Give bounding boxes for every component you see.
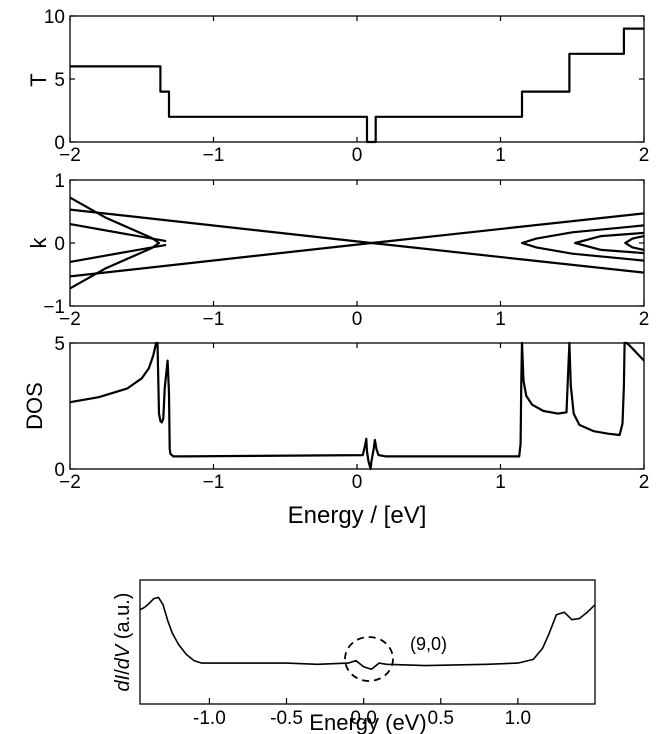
x-tick-label: 0 xyxy=(352,472,363,493)
series-line-k-5 xyxy=(520,224,645,262)
x-tick-label: 1 xyxy=(495,472,506,493)
x-tick-label: 1.0 xyxy=(505,708,531,729)
panel-transmission: −2 −1 0 1 2 0 5 10 T xyxy=(26,7,649,166)
series-line-k-4 xyxy=(69,196,161,290)
x-tick-label: 0 xyxy=(352,309,363,330)
x-tick-label: 0.0 xyxy=(350,708,376,729)
axes-frame-t xyxy=(69,15,645,143)
y-tick-label: 5 xyxy=(54,70,65,91)
xlabel-dos: Energy / [eV] xyxy=(288,502,427,529)
annotation-label: (9,0) xyxy=(410,634,447,654)
series-line-k-7 xyxy=(624,235,645,251)
x-tick-label: 2 xyxy=(639,309,650,330)
x-tick-label: −2 xyxy=(59,472,81,493)
y-tick-label: 0 xyxy=(54,234,65,255)
annotation-circle xyxy=(344,636,394,682)
y-tick-label: 10 xyxy=(44,7,65,28)
x-tick-label: -0.5 xyxy=(270,708,303,729)
series-line-k-0 xyxy=(69,208,645,245)
ylabel-t: T xyxy=(26,73,51,86)
y-tick-label: −1 xyxy=(43,297,65,318)
x-tick-label: 0.5 xyxy=(428,708,454,729)
x-tick-label: 0 xyxy=(352,145,363,166)
series-line-k-1 xyxy=(69,241,645,278)
x-tick-label: −1 xyxy=(203,472,225,493)
y-tick-label: 0 xyxy=(54,460,65,481)
x-tick-label: −2 xyxy=(59,145,81,166)
series-line-k-6 xyxy=(574,231,645,255)
panel-band: −2 −1 0 1 2−101 k xyxy=(26,171,649,330)
y-tick-label: 1 xyxy=(54,171,65,192)
axes-frame-didv xyxy=(139,579,596,705)
y-tick-label: 5 xyxy=(54,334,65,355)
x-tick-label: −2 xyxy=(59,309,81,330)
x-tick-label: 2 xyxy=(639,472,650,493)
xlabel-didv: Energy (eV) xyxy=(309,710,426,734)
series-line-didv xyxy=(139,596,596,671)
x-tick-label: 1 xyxy=(495,145,506,166)
panel-dos: −2 −1 0 1 2 0 5 DOS Energy / [eV] xyxy=(22,334,649,529)
panel-didv: (9,0) -1.0 -0.5 0.0 0.5 1.0 dI/dV (a.u.) Ene… xyxy=(112,579,596,734)
ylabel-k: k xyxy=(26,237,51,249)
x-tick-label: -1.0 xyxy=(193,708,226,729)
ylabel-dos: DOS xyxy=(22,382,47,430)
series-line-t xyxy=(70,27,644,144)
axes-frame-k xyxy=(69,179,645,307)
x-tick-label: −1 xyxy=(203,309,225,330)
series-line-dos xyxy=(69,341,645,471)
x-tick-label: 1 xyxy=(495,309,506,330)
ylabel-didv: dI/dV (a.u.) xyxy=(112,593,134,692)
x-tick-label: 2 xyxy=(639,145,650,166)
axes-frame-dos xyxy=(69,342,645,470)
y-tick-label: 0 xyxy=(54,133,65,154)
x-tick-label: −1 xyxy=(203,145,225,166)
